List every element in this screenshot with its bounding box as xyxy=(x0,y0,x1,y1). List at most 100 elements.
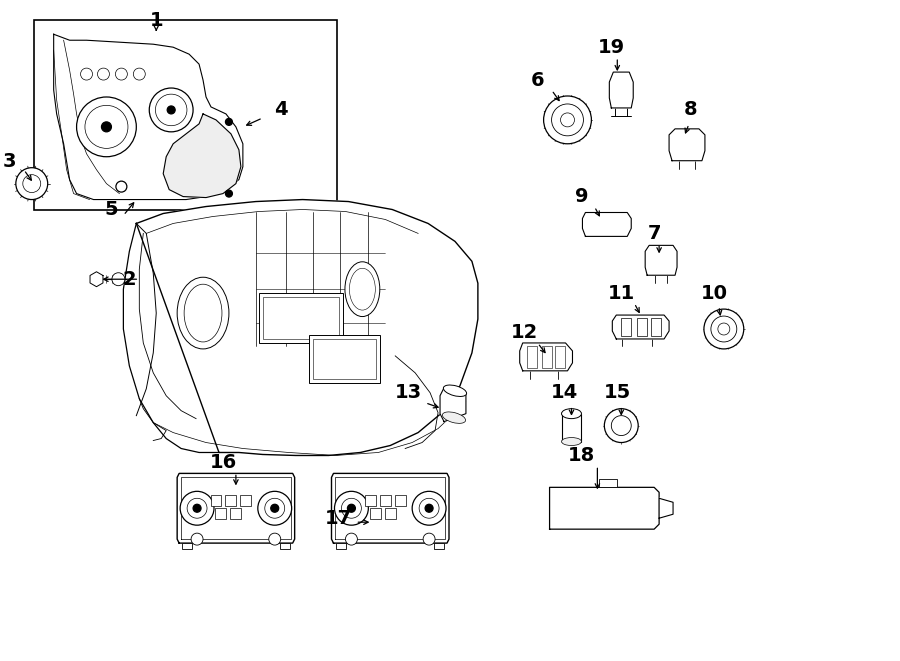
Bar xyxy=(364,495,376,506)
Circle shape xyxy=(16,168,48,200)
Circle shape xyxy=(335,491,368,525)
Circle shape xyxy=(85,105,128,148)
Text: 12: 12 xyxy=(511,323,538,342)
Circle shape xyxy=(711,316,737,342)
Circle shape xyxy=(271,504,279,512)
Circle shape xyxy=(133,68,145,80)
Text: 11: 11 xyxy=(608,284,634,303)
Polygon shape xyxy=(181,477,291,539)
Bar xyxy=(337,543,347,549)
Polygon shape xyxy=(645,245,677,275)
Ellipse shape xyxy=(345,262,380,317)
Text: 2: 2 xyxy=(122,270,136,289)
Circle shape xyxy=(265,498,284,518)
Bar xyxy=(280,543,290,549)
Circle shape xyxy=(115,68,128,80)
Polygon shape xyxy=(550,487,659,529)
Bar xyxy=(215,508,227,519)
Ellipse shape xyxy=(443,412,465,423)
Circle shape xyxy=(423,533,435,545)
Bar xyxy=(562,414,581,442)
Circle shape xyxy=(544,96,591,144)
Circle shape xyxy=(187,498,207,518)
Polygon shape xyxy=(136,200,478,455)
Bar xyxy=(380,495,391,506)
Text: 10: 10 xyxy=(700,284,727,303)
Bar xyxy=(263,297,339,339)
Polygon shape xyxy=(440,388,466,422)
Ellipse shape xyxy=(177,277,229,349)
Polygon shape xyxy=(90,272,103,287)
Circle shape xyxy=(76,97,136,157)
Circle shape xyxy=(102,122,112,132)
Ellipse shape xyxy=(444,385,466,397)
Bar xyxy=(240,495,251,506)
Ellipse shape xyxy=(562,408,581,418)
Polygon shape xyxy=(659,498,673,518)
Text: 9: 9 xyxy=(575,187,589,206)
Polygon shape xyxy=(163,114,241,198)
Circle shape xyxy=(341,498,362,518)
Circle shape xyxy=(97,68,110,80)
Ellipse shape xyxy=(349,268,375,310)
Polygon shape xyxy=(609,72,634,108)
Bar xyxy=(526,346,536,368)
Circle shape xyxy=(718,323,730,335)
Text: 19: 19 xyxy=(598,38,625,57)
Bar xyxy=(312,339,376,379)
Text: 5: 5 xyxy=(104,200,118,219)
Bar xyxy=(211,495,221,506)
Polygon shape xyxy=(612,315,669,339)
Text: 4: 4 xyxy=(274,100,287,120)
Text: 16: 16 xyxy=(210,453,237,472)
Circle shape xyxy=(347,504,356,512)
Polygon shape xyxy=(582,212,631,237)
Bar xyxy=(637,318,647,336)
Polygon shape xyxy=(177,473,294,543)
Polygon shape xyxy=(331,473,449,543)
Circle shape xyxy=(191,533,203,545)
Text: 14: 14 xyxy=(551,383,578,403)
Bar xyxy=(395,495,406,506)
Circle shape xyxy=(167,106,176,114)
Bar xyxy=(621,318,631,336)
Text: 18: 18 xyxy=(568,446,595,465)
Circle shape xyxy=(22,175,40,192)
Circle shape xyxy=(611,416,631,436)
Circle shape xyxy=(419,498,439,518)
Circle shape xyxy=(149,88,194,132)
Circle shape xyxy=(552,104,583,136)
Polygon shape xyxy=(519,343,572,371)
Circle shape xyxy=(704,309,743,349)
Bar xyxy=(34,20,338,210)
Ellipse shape xyxy=(184,284,222,342)
Circle shape xyxy=(425,504,433,512)
Circle shape xyxy=(180,491,214,525)
Bar xyxy=(385,508,396,519)
Bar xyxy=(259,293,344,343)
Bar xyxy=(652,318,662,336)
Polygon shape xyxy=(54,34,243,200)
Text: 1: 1 xyxy=(149,11,163,30)
Bar xyxy=(542,346,552,368)
Text: 15: 15 xyxy=(604,383,631,403)
Text: 13: 13 xyxy=(394,383,422,403)
Polygon shape xyxy=(669,129,705,161)
Circle shape xyxy=(156,94,187,126)
Circle shape xyxy=(257,491,292,525)
Circle shape xyxy=(194,504,201,512)
Text: 8: 8 xyxy=(684,100,698,120)
Text: 7: 7 xyxy=(647,224,661,243)
Bar xyxy=(554,346,564,368)
Bar xyxy=(182,543,192,549)
Circle shape xyxy=(346,533,357,545)
Text: 17: 17 xyxy=(325,509,352,527)
Circle shape xyxy=(112,273,125,286)
Bar xyxy=(599,479,617,487)
Bar xyxy=(370,508,381,519)
Bar xyxy=(230,508,241,519)
Circle shape xyxy=(561,113,574,127)
Bar xyxy=(225,495,237,506)
Polygon shape xyxy=(336,477,445,539)
Circle shape xyxy=(225,190,232,197)
